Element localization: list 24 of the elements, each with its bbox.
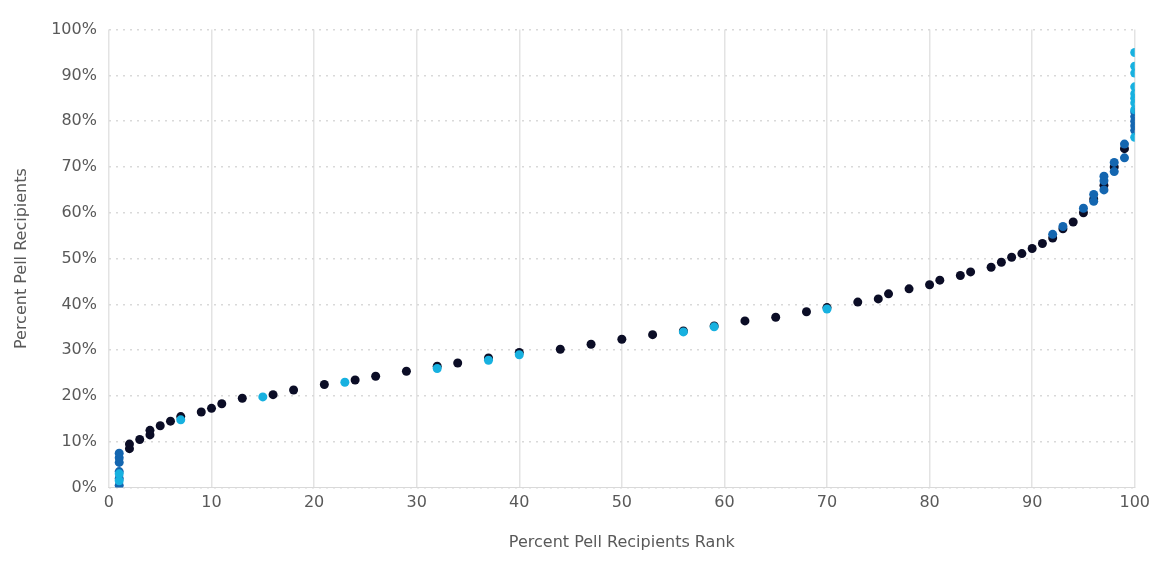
y-tick-label: 70% [61, 156, 97, 176]
y-tick-label: 100% [51, 18, 97, 38]
x-tick-label: 10 [201, 492, 222, 512]
x-tick-label: 30 [406, 492, 427, 512]
x-tick-label: 80 [919, 492, 940, 512]
y-tick-label: 90% [61, 64, 97, 84]
y-tick-label: 0% [71, 476, 97, 496]
y-tick-label: 60% [61, 201, 97, 221]
y-tick-label: 10% [61, 430, 97, 450]
x-axis-title: Percent Pell Recipients Rank [508, 531, 736, 551]
x-tick-label: 50 [611, 492, 633, 512]
y-tick-label: 50% [61, 247, 97, 267]
x-tick-label: 20 [303, 492, 325, 512]
x-tick-label: 100 [1119, 492, 1150, 512]
x-tick-label: 60 [714, 492, 735, 512]
x-tick-label: 0 [103, 492, 115, 512]
y-tick-label: 80% [61, 110, 97, 130]
y-tick-label: 20% [61, 385, 97, 405]
x-tick-label: 90 [1021, 492, 1043, 512]
y-axis-title: Percent Pell Recipients [10, 168, 30, 350]
y-tick-label: 30% [61, 339, 97, 359]
y-tick-label: 40% [61, 293, 97, 313]
x-tick-label: 70 [816, 492, 838, 512]
x-tick-label: 40 [509, 492, 530, 512]
